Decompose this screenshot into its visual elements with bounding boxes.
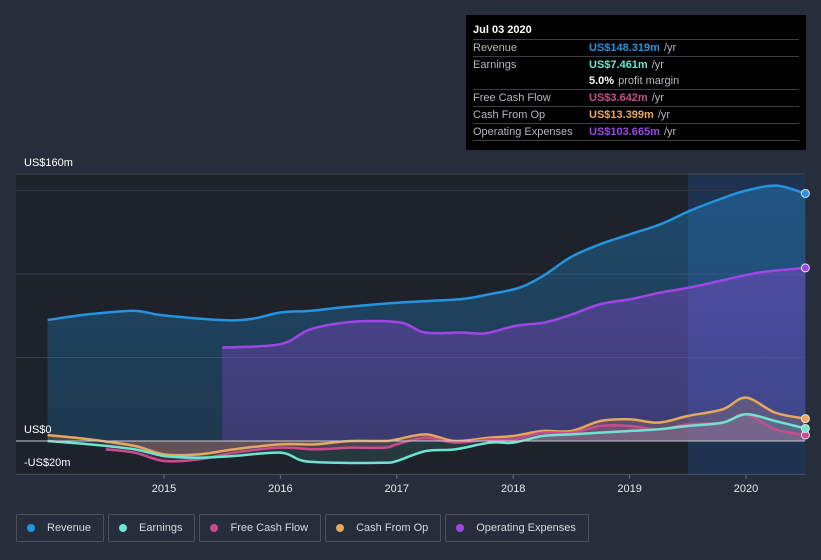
revenue-line <box>47 184 806 322</box>
x-tick-label: 2018 <box>501 483 525 495</box>
tooltip-unit: /yr <box>651 59 664 71</box>
legend-label: Free Cash Flow <box>230 522 309 534</box>
tooltip-label: Revenue <box>473 42 518 54</box>
x-tick-label: 2017 <box>385 483 409 495</box>
tooltip-label: Cash From Op <box>473 109 546 121</box>
x-tick-label: 2015 <box>152 483 176 495</box>
legend-item-revenue[interactable]: Revenue <box>16 514 105 542</box>
legend-dot-icon <box>210 524 219 532</box>
legend-label: Earnings <box>139 522 183 534</box>
tooltip-value: US$13.399m <box>589 109 654 121</box>
x-tick-label: 2016 <box>268 483 292 495</box>
x-tick-label: 2020 <box>734 483 758 495</box>
legend-dot-icon <box>27 524 35 532</box>
x-tick-label: 2019 <box>617 483 641 495</box>
earnings-endpoint[interactable] <box>800 423 810 433</box>
y-label-bottom: -US$20m <box>24 457 70 469</box>
tooltip-label <box>473 73 589 89</box>
tooltip-row: 5.0% profit margin <box>473 73 799 90</box>
revenue-endpoint[interactable] <box>800 188 810 198</box>
legend-item-free-cash-flow[interactable]: Free Cash Flow <box>199 514 322 542</box>
tooltip-row: Earnings US$7.461m/yr <box>473 57 799 73</box>
operating-expenses-area <box>222 267 806 441</box>
tooltip-label: Operating Expenses <box>473 126 573 138</box>
earnings-area <box>47 414 806 463</box>
tooltip-label: Earnings <box>473 59 517 71</box>
cash-from-op-endpoint[interactable] <box>800 414 810 424</box>
chart: 2015 2016 2017 2018 2019 2020 US$160m US$0 -U… <box>16 157 810 495</box>
tooltip-value: 5.0% <box>589 75 615 87</box>
legend-label: Cash From Op <box>356 522 429 534</box>
y-label-zero: US$0 <box>24 424 52 436</box>
tooltip-row: Operating Expenses US$103.665m/yr <box>473 124 799 141</box>
legend-dot-icon <box>456 524 465 532</box>
legend-label: Revenue <box>47 522 92 534</box>
legend-label: Operating Expenses <box>476 522 576 534</box>
tooltip-unit: profit margin <box>618 75 680 87</box>
legend-dot-icon <box>119 524 128 532</box>
tooltip-value: US$7.461m <box>589 59 648 71</box>
legend-item-cash-from-op[interactable]: Cash From Op <box>325 514 442 542</box>
tooltip-unit: /yr <box>663 126 677 138</box>
tooltip-label: Free Cash Flow <box>473 92 551 104</box>
legend-item-earnings[interactable]: Earnings <box>108 514 196 542</box>
tooltip-row: Free Cash Flow US$3.642m/yr <box>473 90 799 107</box>
legend-dot-icon <box>336 524 345 532</box>
tooltip: Jul 03 2020 Revenue US$148.319m/yr Earning… <box>466 15 806 150</box>
y-label-top: US$160m <box>24 157 73 169</box>
earnings-line <box>47 413 806 465</box>
tooltip-value: US$148.319m <box>589 42 660 54</box>
tooltip-row: Cash From Op US$13.399m/yr <box>473 107 799 124</box>
tooltip-value: US$3.642m <box>589 92 648 104</box>
tooltip-unit: /yr <box>657 109 671 121</box>
tooltip-row: Revenue US$148.319m/yr <box>473 40 799 57</box>
operating-expenses-line <box>222 266 806 349</box>
tooltip-date: Jul 03 2020 <box>473 23 799 40</box>
tooltip-unit: /yr <box>663 42 677 54</box>
tooltip-unit: /yr <box>651 92 664 104</box>
tooltip-value: US$103.665m <box>589 126 660 138</box>
operating-expenses-endpoint[interactable] <box>800 263 810 273</box>
legend: Revenue Earnings Free Cash Flow Cash From O… <box>16 514 589 542</box>
legend-item-operating-expenses[interactable]: Operating Expenses <box>445 514 589 542</box>
